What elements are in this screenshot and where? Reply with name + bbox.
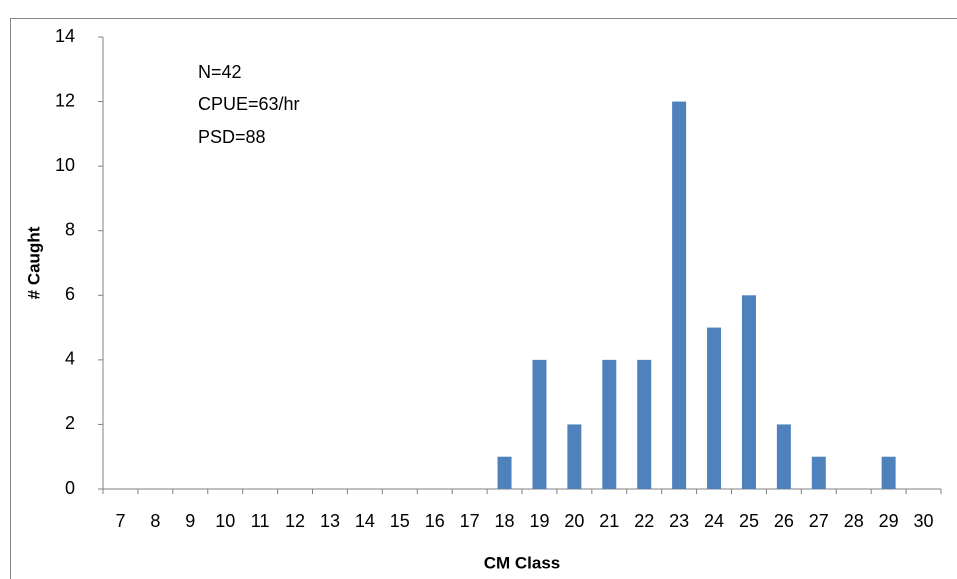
x-tick-label: 22 xyxy=(634,511,654,531)
bar xyxy=(637,359,652,489)
bar xyxy=(602,359,617,489)
y-tick-label: 14 xyxy=(55,26,75,46)
x-tick-label: 27 xyxy=(809,511,829,531)
x-tick-label: 24 xyxy=(704,511,724,531)
x-tick-label: 19 xyxy=(529,511,549,531)
x-tick-label: 9 xyxy=(185,511,195,531)
x-tick-label: 21 xyxy=(599,511,619,531)
x-tick-label: 8 xyxy=(150,511,160,531)
x-tick-label: 18 xyxy=(495,511,515,531)
y-tick-label: 10 xyxy=(55,155,75,175)
bar xyxy=(567,424,582,489)
annotation: N=42 xyxy=(198,62,242,82)
y-tick-label: 8 xyxy=(65,219,75,239)
y-axis-label: # Caught xyxy=(24,226,43,299)
x-tick-label: 13 xyxy=(320,511,340,531)
x-tick-label: 17 xyxy=(460,511,480,531)
y-tick-label: 4 xyxy=(65,349,75,369)
annotation: CPUE=63/hr xyxy=(198,94,300,114)
chart-frame xyxy=(10,18,957,579)
x-tick-label: 25 xyxy=(739,511,759,531)
x-tick-label: 26 xyxy=(774,511,794,531)
bar xyxy=(672,101,687,490)
x-tick-label: 10 xyxy=(215,511,235,531)
y-tick-label: 12 xyxy=(55,90,75,110)
x-tick-label: 11 xyxy=(251,511,270,531)
x-tick-label: 20 xyxy=(564,511,584,531)
x-tick-label: 30 xyxy=(914,511,934,531)
x-tick-label: 15 xyxy=(390,511,410,531)
annotation: PSD=88 xyxy=(198,127,266,147)
x-axis-label: CM Class xyxy=(484,553,561,572)
y-tick-label: 2 xyxy=(65,413,75,433)
bar xyxy=(497,456,512,489)
x-tick-label: 12 xyxy=(285,511,305,531)
bar xyxy=(881,456,896,489)
x-tick-label: 16 xyxy=(425,511,445,531)
bar xyxy=(532,359,547,489)
y-tick-label: 0 xyxy=(65,478,75,498)
x-tick-label: 23 xyxy=(669,511,689,531)
bar xyxy=(741,295,756,489)
bar xyxy=(776,424,791,489)
bar xyxy=(707,327,722,489)
x-tick-label: 28 xyxy=(844,511,864,531)
x-tick-label: 29 xyxy=(879,511,899,531)
x-tick-label: 14 xyxy=(355,511,375,531)
bar xyxy=(811,456,826,489)
y-tick-label: 6 xyxy=(65,284,75,304)
x-tick-label: 7 xyxy=(115,511,125,531)
